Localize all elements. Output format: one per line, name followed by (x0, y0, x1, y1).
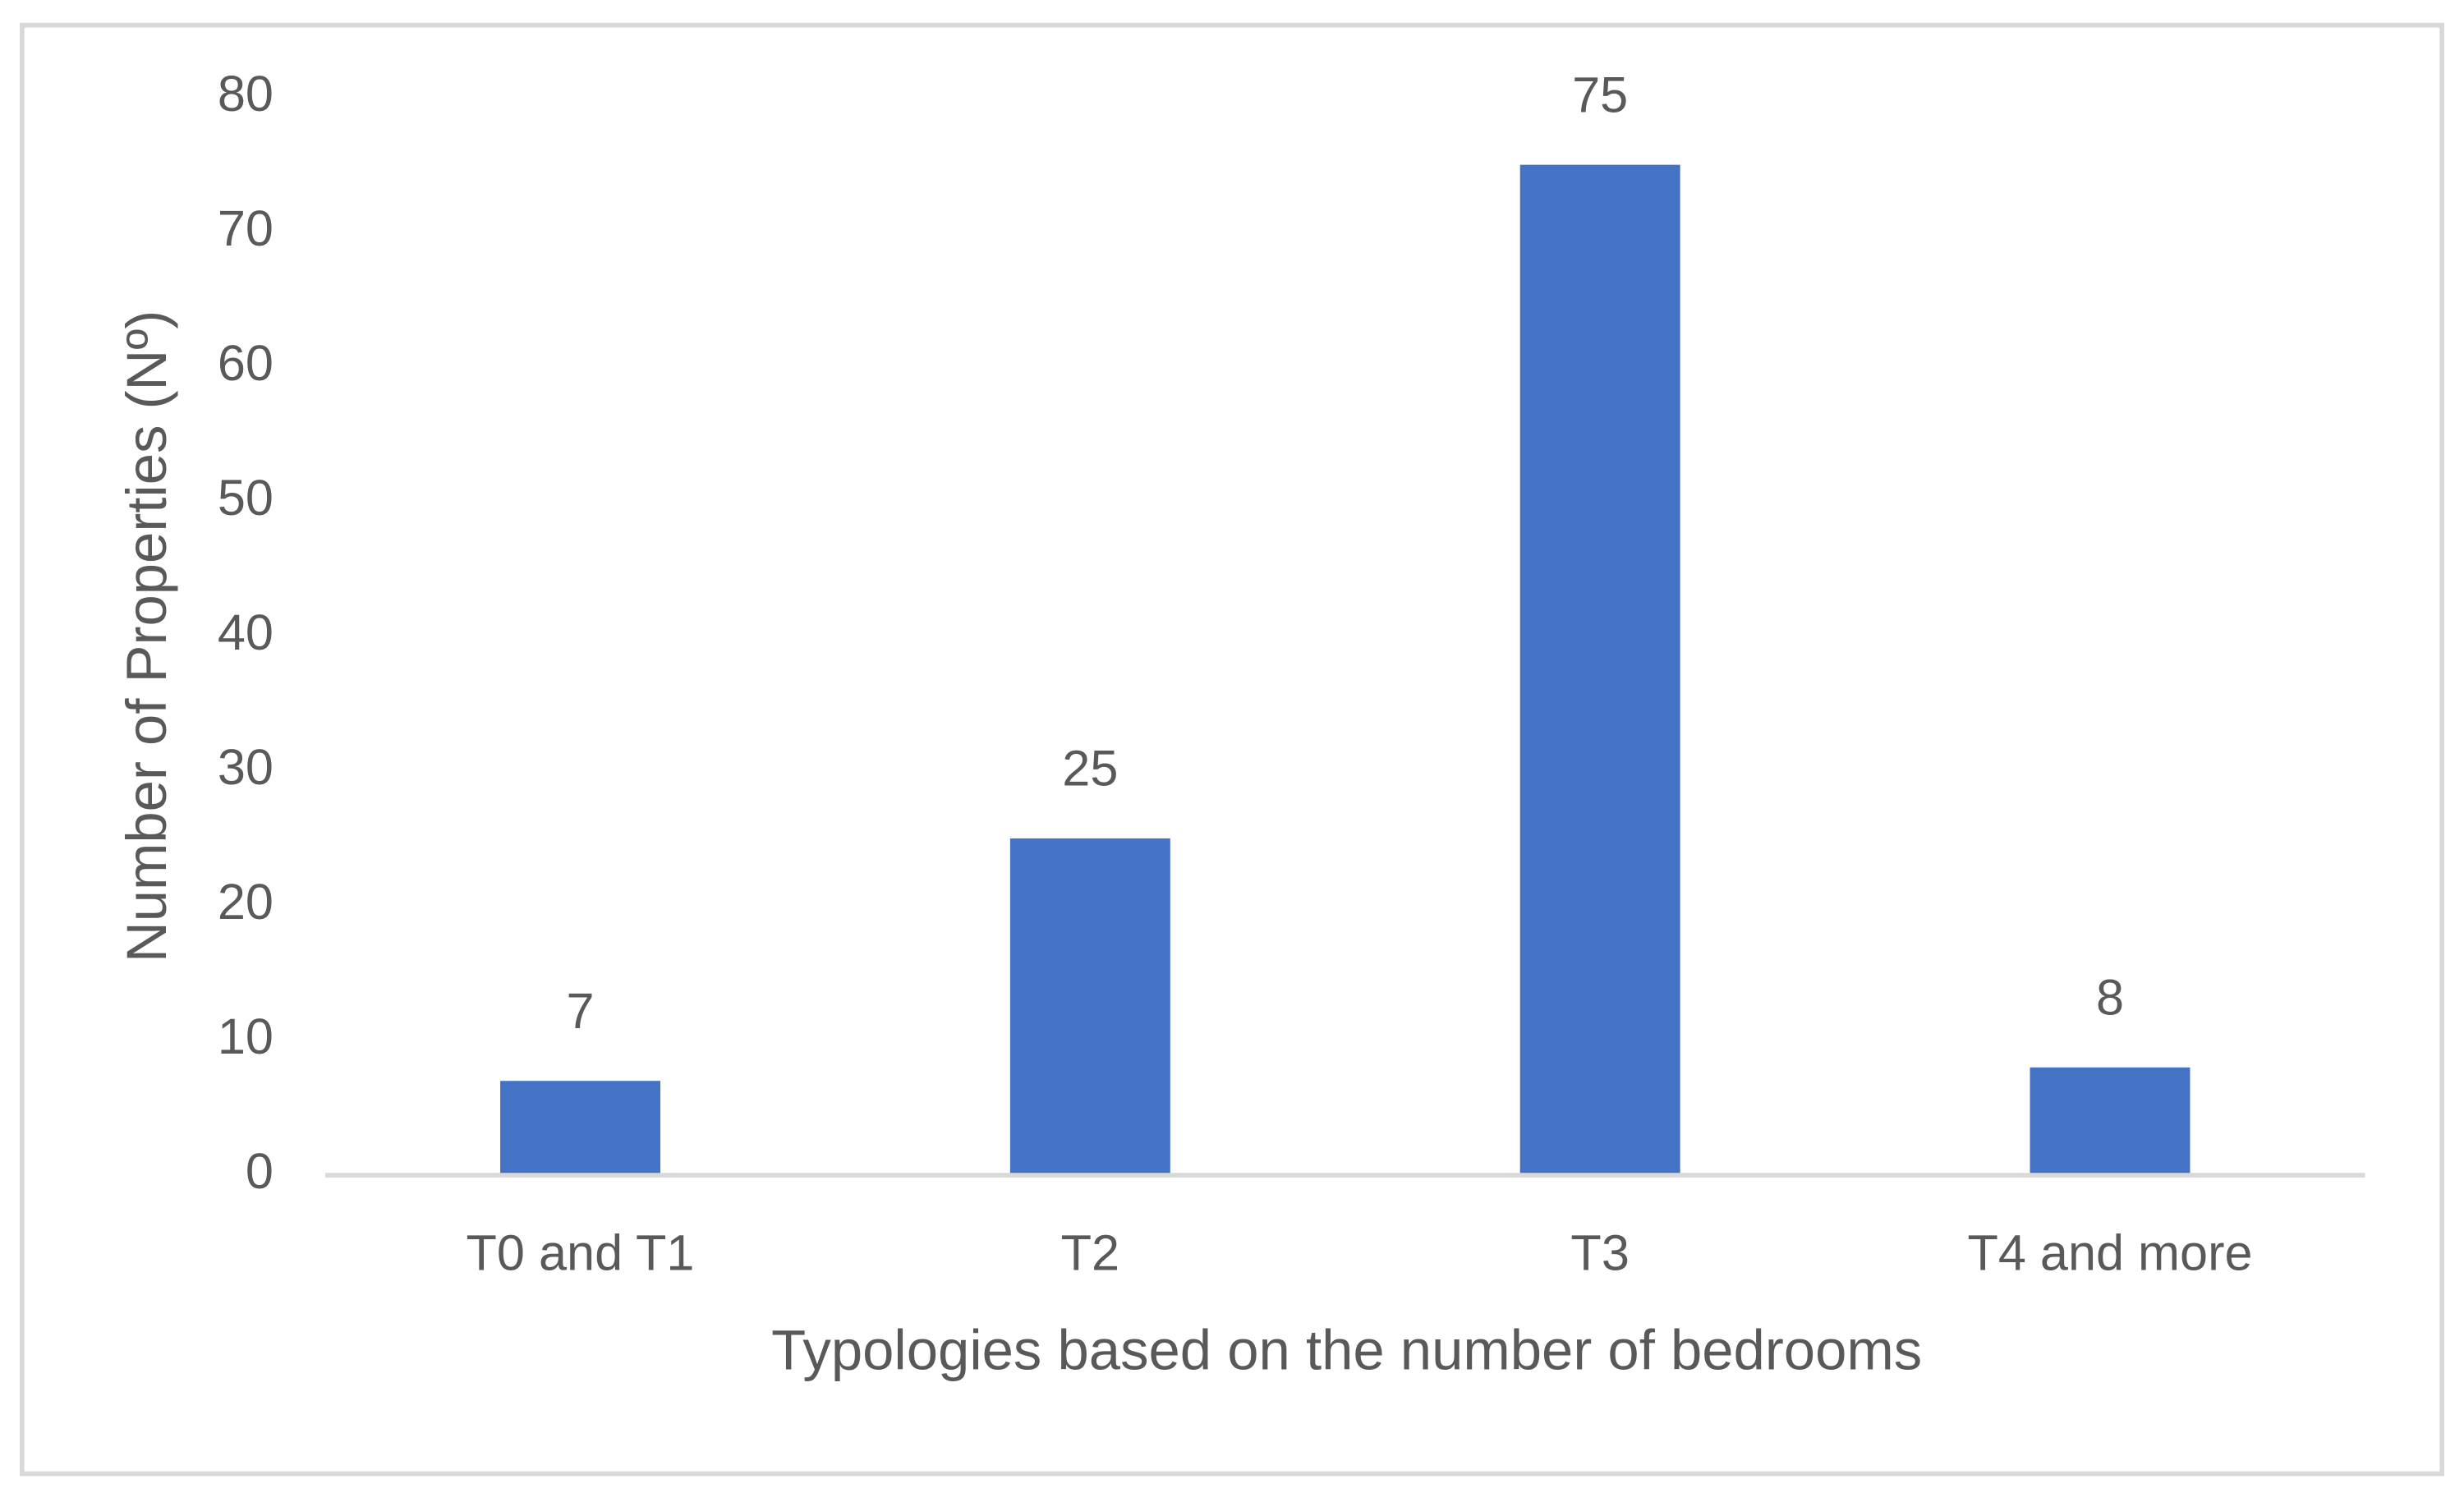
value-label: 8 (2096, 970, 2124, 1026)
y-tick-label: 20 (218, 874, 274, 930)
x-tick-label: T3 (1570, 1225, 1629, 1281)
x-tick-label: T0 and T1 (467, 1225, 695, 1281)
bar (500, 1081, 660, 1176)
y-tick-label: 50 (218, 470, 274, 526)
chart-frame (19, 22, 2445, 1477)
bar (1519, 164, 1680, 1176)
y-tick-label: 0 (246, 1143, 274, 1199)
y-axis-title: Number of Properties (Nº) (115, 310, 178, 962)
bar (1009, 838, 1170, 1176)
y-tick-label: 40 (218, 604, 274, 660)
y-tick-label: 60 (218, 335, 274, 391)
y-tick-label: 10 (218, 1008, 274, 1064)
x-tick-label: T4 and more (1967, 1225, 2252, 1281)
value-label: 75 (1572, 67, 1628, 122)
y-tick-label: 70 (218, 200, 274, 256)
value-label: 7 (566, 983, 594, 1039)
y-tick-label: 80 (218, 66, 274, 122)
value-label: 25 (1062, 741, 1118, 797)
x-axis-title: Typologies based on the number of bedroo… (771, 1318, 1922, 1381)
x-tick-label: T2 (1061, 1225, 1119, 1281)
y-tick-label: 30 (218, 739, 274, 795)
bar (2030, 1067, 2190, 1176)
